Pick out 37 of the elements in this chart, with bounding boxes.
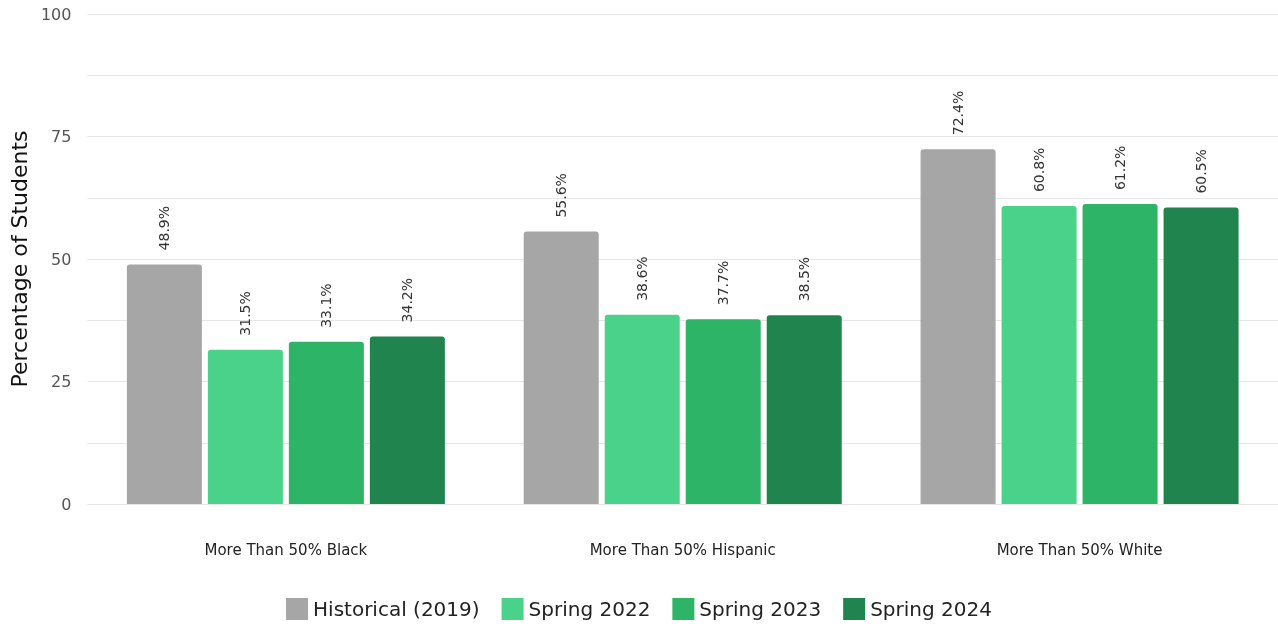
data-label: 38.6% [634, 256, 651, 301]
bar [126, 264, 202, 504]
bar [523, 231, 599, 504]
bar [369, 336, 445, 504]
data-label: 60.8% [1031, 147, 1048, 193]
bar [1001, 206, 1077, 504]
x-tick-label: More Than 50% Black [204, 540, 368, 559]
x-tick-label: More Than 50% Hispanic [589, 540, 776, 559]
legend-label: Spring 2024 [870, 597, 992, 621]
data-label: 48.9% [156, 205, 173, 251]
legend-label: Spring 2023 [699, 597, 822, 621]
bar [766, 315, 842, 504]
bar [1082, 204, 1158, 504]
y-tick-label: 50 [51, 249, 72, 269]
data-label: 34.2% [399, 277, 416, 323]
data-label: 31.5% [237, 291, 254, 336]
data-label: 33.1% [318, 283, 335, 328]
legend-label: Historical (2019) [313, 597, 480, 621]
bar [685, 319, 761, 504]
data-label: 37.7% [715, 260, 732, 306]
bar [920, 149, 996, 504]
bar [207, 349, 283, 504]
data-label: 72.4% [950, 90, 967, 136]
x-tick-label: More Than 50% White [996, 540, 1163, 559]
bar [1163, 207, 1239, 504]
y-tick-label: 100 [40, 4, 72, 24]
data-label: 61.2% [1112, 145, 1129, 191]
y-tick-label: 25 [51, 372, 72, 391]
data-label: 38.5% [796, 256, 813, 302]
bar [604, 314, 680, 504]
y-tick-label: 75 [51, 127, 72, 146]
legend-label: Spring 2022 [528, 597, 651, 621]
data-label: 60.5% [1193, 149, 1210, 194]
y-tick-label: 0 [61, 494, 72, 514]
y-axis-title: Percentage of Students [6, 130, 32, 388]
data-label: 55.6% [553, 173, 570, 218]
bar [288, 341, 364, 504]
